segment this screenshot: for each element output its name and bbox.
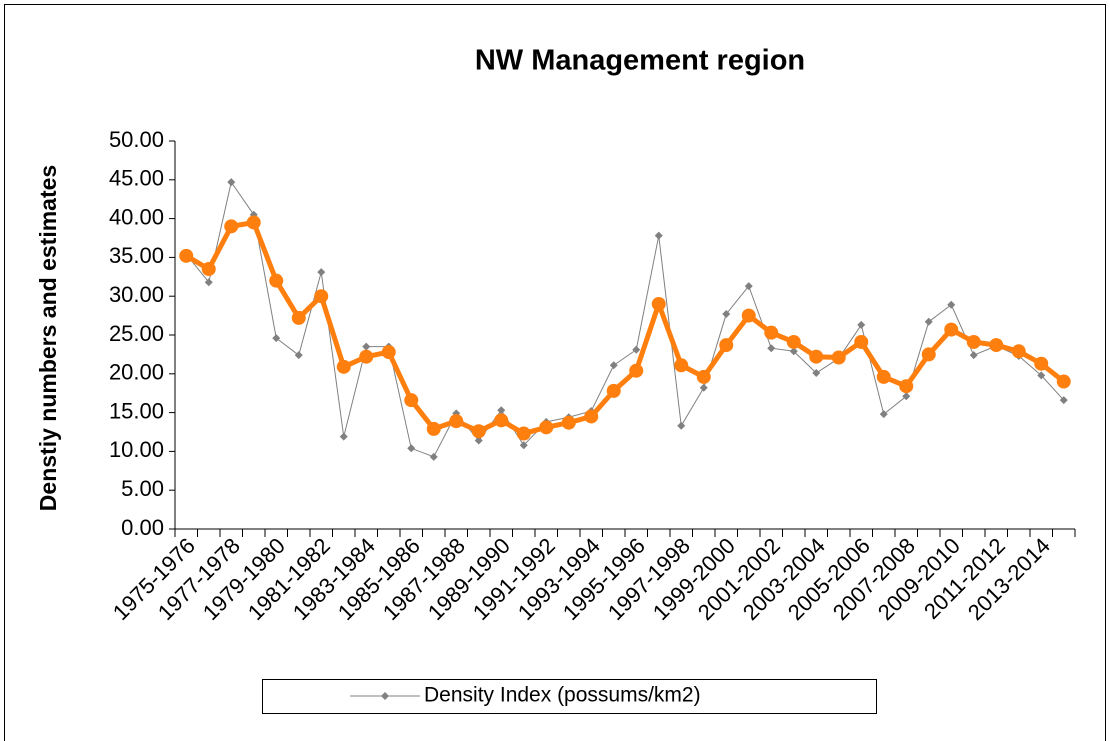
data-point (336, 359, 351, 374)
y-axis-label: Denstiy numbers and estimates (35, 165, 61, 511)
data-point (339, 432, 348, 441)
data-point (1056, 374, 1071, 389)
data-point (831, 350, 846, 365)
data-point (989, 338, 1004, 353)
data-point (654, 231, 663, 240)
data-point (519, 441, 528, 450)
data-point (1011, 344, 1026, 359)
data-point (1037, 371, 1046, 380)
legend-label: Density Index (possums/km2) (424, 684, 701, 707)
data-point (539, 420, 554, 435)
series-line (185, 181, 1065, 458)
data-point (471, 424, 486, 439)
data-point (696, 369, 711, 384)
data-point (789, 347, 798, 356)
data-point (317, 268, 326, 277)
y-tick-label: 15.00 (109, 398, 164, 423)
data-point (204, 278, 213, 287)
data-point (854, 334, 869, 349)
data-point (809, 349, 824, 364)
series-line (184, 219, 1066, 437)
data-point (741, 308, 756, 323)
data-point (227, 178, 236, 187)
data-point (497, 406, 506, 415)
y-tick-label: 50.00 (109, 127, 164, 152)
data-point (812, 369, 821, 378)
data-point (314, 289, 329, 304)
data-point (1059, 396, 1068, 405)
data-point (876, 369, 891, 384)
data-point (744, 282, 753, 291)
chart-title: NW Management region (475, 45, 805, 77)
data-point (722, 310, 731, 319)
data-point (857, 320, 866, 329)
data-point (201, 262, 216, 277)
y-tick-label: 5.00 (121, 476, 164, 501)
data-point (674, 358, 689, 373)
data-point (786, 334, 801, 349)
data-point (516, 426, 531, 441)
data-point (944, 322, 959, 337)
data-point (719, 338, 734, 353)
data-point (381, 345, 396, 360)
y-tick-label: 40.00 (109, 204, 164, 229)
data-point (921, 347, 936, 362)
data-point (407, 444, 416, 453)
data-point (584, 409, 599, 424)
y-tick-label: 35.00 (109, 243, 164, 268)
data-point (269, 273, 284, 288)
data-point (969, 351, 978, 360)
data-point (224, 219, 239, 234)
data-point (902, 392, 911, 401)
data-point (606, 383, 621, 398)
y-tick-label: 25.00 (109, 321, 164, 346)
y-tick-label: 20.00 (109, 360, 164, 385)
data-point (947, 300, 956, 309)
y-tick-label: 0.00 (121, 515, 164, 540)
data-point (494, 413, 509, 428)
data-point (632, 345, 641, 354)
data-point (474, 436, 483, 445)
y-tick-label: 10.00 (109, 437, 164, 462)
data-point (879, 410, 888, 419)
data-point (651, 296, 666, 311)
data-point (677, 421, 686, 430)
data-point (699, 383, 708, 392)
data-point (426, 421, 441, 436)
data-point (767, 344, 776, 353)
data-point (609, 361, 618, 370)
data-point (561, 415, 576, 430)
data-point (272, 334, 281, 343)
data-point (359, 349, 374, 364)
data-point (966, 334, 981, 349)
data-point (294, 351, 303, 360)
data-point (449, 414, 464, 429)
data-point (246, 215, 261, 230)
legend-marker (381, 692, 389, 700)
data-point (404, 393, 419, 408)
data-point (291, 310, 306, 325)
data-point (924, 317, 933, 326)
data-point (179, 248, 194, 263)
chart-frame (4, 4, 1106, 741)
y-tick-label: 45.00 (109, 166, 164, 191)
data-point (362, 342, 371, 351)
data-point (899, 379, 914, 394)
data-point (764, 325, 779, 340)
data-point (629, 363, 644, 378)
data-point (429, 452, 438, 461)
y-tick-label: 30.00 (109, 282, 164, 307)
data-point (1034, 356, 1049, 371)
